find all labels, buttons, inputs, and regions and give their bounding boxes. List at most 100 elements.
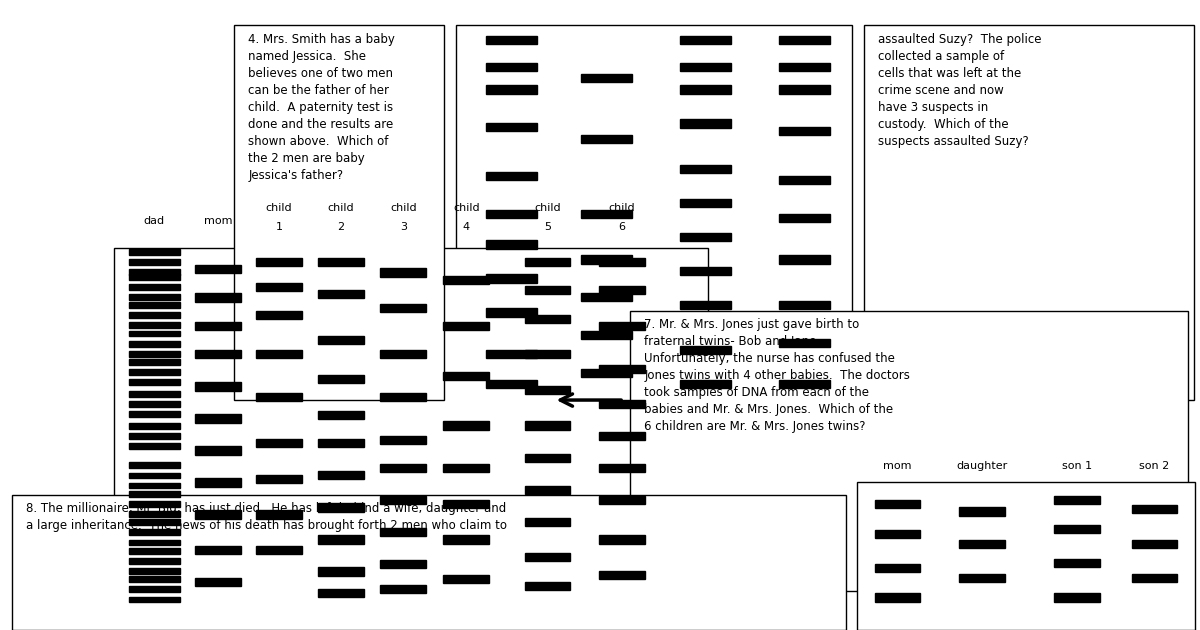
Bar <box>128 491 180 496</box>
Bar <box>486 350 536 358</box>
Bar <box>524 486 570 494</box>
Bar <box>257 546 302 554</box>
Bar <box>779 214 829 222</box>
Bar <box>380 585 426 593</box>
Bar <box>128 341 180 347</box>
Bar <box>486 240 536 248</box>
Bar <box>599 286 644 294</box>
Bar <box>444 322 490 330</box>
Bar <box>524 286 570 294</box>
Bar <box>864 25 1194 400</box>
Bar <box>581 331 631 339</box>
Bar <box>318 290 364 298</box>
Bar <box>318 411 364 419</box>
Bar <box>257 393 302 401</box>
Bar <box>581 134 631 142</box>
Bar <box>680 199 731 207</box>
Bar <box>128 274 180 280</box>
Bar <box>581 210 631 219</box>
Bar <box>257 283 302 291</box>
Bar <box>581 293 631 301</box>
Bar <box>444 372 490 380</box>
Bar <box>680 233 731 241</box>
Bar <box>1054 525 1099 534</box>
Bar <box>1132 574 1177 582</box>
Bar <box>128 411 180 417</box>
Bar <box>128 323 180 328</box>
Bar <box>128 423 180 429</box>
Text: child: child <box>328 203 354 213</box>
Bar <box>128 511 180 517</box>
Bar <box>444 275 490 284</box>
Bar <box>196 478 241 486</box>
Bar <box>779 301 829 309</box>
Bar <box>128 519 180 525</box>
Bar <box>257 510 302 518</box>
Bar <box>599 464 644 472</box>
Bar <box>959 574 1004 582</box>
Bar <box>581 369 631 377</box>
Bar <box>857 482 1195 630</box>
Bar <box>875 593 920 602</box>
Bar <box>581 256 631 263</box>
Bar <box>128 401 180 407</box>
Bar <box>380 528 426 536</box>
Bar <box>486 36 536 44</box>
Bar <box>680 301 731 309</box>
Bar <box>380 560 426 568</box>
Bar <box>599 365 644 373</box>
Bar <box>380 496 426 505</box>
Text: child: child <box>608 203 635 213</box>
Bar <box>444 500 490 508</box>
Bar <box>959 508 1004 515</box>
Bar <box>196 322 241 330</box>
Bar <box>196 265 241 273</box>
Bar <box>486 85 536 93</box>
Bar <box>128 548 180 554</box>
Bar <box>680 164 731 173</box>
Bar <box>114 248 708 604</box>
Bar <box>959 540 1004 548</box>
Bar <box>257 311 302 319</box>
Bar <box>128 444 180 449</box>
Bar <box>128 369 180 375</box>
Text: son 1: son 1 <box>1062 461 1092 471</box>
Bar <box>318 589 364 597</box>
Text: dad: dad <box>144 215 164 226</box>
Text: child: child <box>534 203 560 213</box>
Bar <box>680 85 731 93</box>
Bar <box>128 483 180 488</box>
Bar <box>196 350 241 358</box>
Bar <box>128 259 180 265</box>
Bar <box>380 350 426 358</box>
Text: son 2: son 2 <box>1140 461 1170 471</box>
Text: 1: 1 <box>276 222 283 232</box>
Bar <box>680 380 731 388</box>
Bar <box>1054 559 1099 568</box>
Bar <box>779 36 829 44</box>
Text: mom: mom <box>204 215 233 226</box>
Bar <box>779 380 829 388</box>
Bar <box>779 127 829 135</box>
Bar <box>128 284 180 290</box>
Bar <box>196 382 241 391</box>
Bar <box>128 294 180 300</box>
Bar <box>599 258 644 266</box>
Bar <box>444 536 490 544</box>
Bar <box>128 359 180 365</box>
Bar <box>630 311 1188 591</box>
Bar <box>599 496 644 505</box>
Bar <box>196 447 241 455</box>
Bar <box>128 568 180 574</box>
Bar <box>128 269 180 275</box>
Bar <box>680 36 731 44</box>
Bar <box>128 391 180 397</box>
Bar <box>128 501 180 507</box>
Bar <box>680 267 731 275</box>
Bar <box>318 568 364 576</box>
Bar <box>779 85 829 93</box>
Bar <box>12 495 846 630</box>
Bar <box>257 258 302 266</box>
Bar <box>599 571 644 579</box>
Bar <box>318 503 364 512</box>
